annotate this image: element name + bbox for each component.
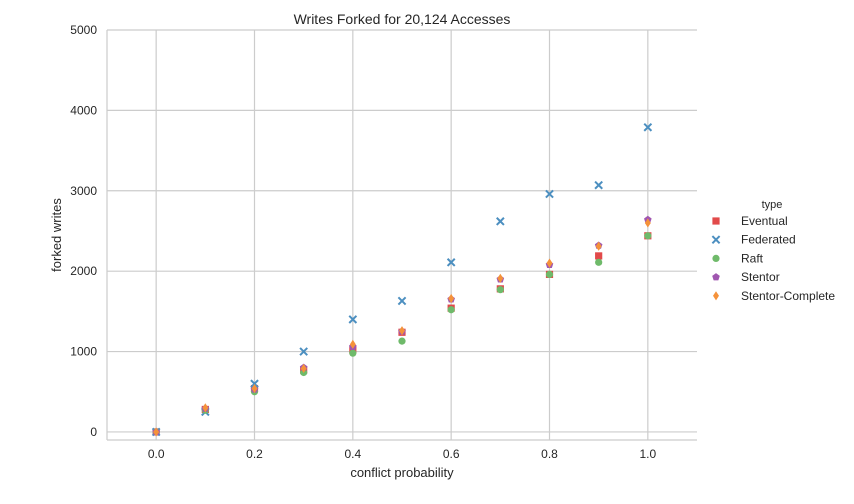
data-point (644, 218, 651, 228)
series-stentor-complete (153, 218, 651, 437)
legend: type Eventual Federated Raft Stentor Stentor… (711, 199, 835, 303)
legend-label: Stentor (741, 270, 780, 284)
data-point (545, 189, 554, 199)
grid (107, 29, 697, 440)
data-point (299, 347, 308, 356)
axes: 0.0 0.2 0.4 0.6 0.8 1.0 0 1000 2000 3000 4000 5000 (70, 23, 697, 461)
data-point (643, 122, 653, 132)
data-point (399, 326, 405, 336)
data-point (595, 252, 603, 260)
series-federated (151, 122, 653, 437)
data-point (497, 273, 504, 284)
legend-marker (713, 291, 719, 301)
legend-item: Federated (711, 233, 796, 247)
x-tick-label: 0.4 (344, 447, 361, 461)
y-tick-label: 5000 (70, 23, 97, 37)
legend-item: Raft (712, 251, 764, 265)
data-point (251, 383, 258, 394)
legend-label: Stentor-Complete (741, 289, 835, 303)
legend-item: Stentor-Complete (713, 289, 835, 303)
data-point (300, 363, 307, 374)
legend-item: Eventual (712, 214, 788, 228)
data-point (250, 379, 259, 389)
data-point (398, 337, 406, 345)
x-tick-label: 0.2 (246, 447, 263, 461)
data-point (594, 180, 603, 190)
x-axis-label: conflict probability (350, 465, 454, 480)
data-point (349, 349, 357, 357)
x-tick-label: 1.0 (639, 447, 656, 461)
data-point (202, 403, 209, 413)
data-point (545, 270, 554, 278)
x-tick-label: 0.6 (443, 447, 460, 461)
legend-label: Raft (741, 251, 764, 265)
y-tick-label: 4000 (70, 103, 97, 117)
x-tick-label: 0.0 (148, 447, 165, 461)
data-point (644, 232, 652, 240)
legend-title: type (762, 199, 783, 211)
data-point (448, 293, 455, 304)
data-point (153, 427, 160, 437)
y-tick-label: 1000 (70, 345, 97, 359)
data-point (546, 258, 553, 268)
legend-marker (712, 217, 720, 225)
data-point (595, 241, 602, 251)
data-points (151, 122, 653, 437)
legend-marker (711, 235, 721, 245)
legend-label: Eventual (741, 214, 788, 228)
y-tick-label: 2000 (70, 264, 97, 278)
x-tick-label: 0.8 (541, 447, 558, 461)
legend-item: Stentor (712, 270, 780, 284)
data-point (446, 258, 456, 267)
series-stentor (152, 215, 652, 436)
data-point (496, 286, 504, 294)
legend-marker (712, 273, 720, 281)
y-axis-label: forked writes (49, 198, 64, 272)
data-point (349, 339, 356, 349)
chart-title: Writes Forked for 20,124 Accesses (294, 11, 511, 27)
legend-marker (712, 254, 720, 262)
data-point (397, 296, 407, 306)
y-tick-label: 3000 (70, 184, 97, 198)
data-point (595, 258, 603, 266)
data-point (496, 217, 505, 226)
y-tick-label: 0 (90, 425, 97, 439)
data-point (447, 306, 455, 314)
legend-label: Federated (741, 233, 796, 247)
data-point (348, 315, 358, 324)
